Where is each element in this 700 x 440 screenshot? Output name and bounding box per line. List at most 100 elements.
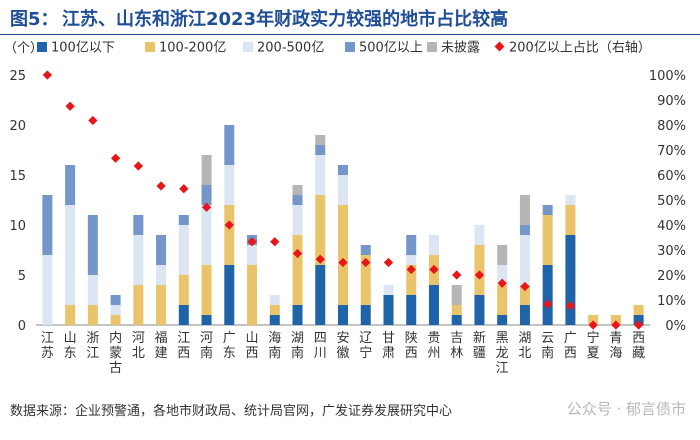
- y2-tick-label: 100%: [649, 69, 686, 84]
- bar-r100_200: [519, 285, 530, 305]
- bar-undisclosed: [519, 195, 530, 225]
- ratio-point: [565, 301, 576, 311]
- x-tick-label: 吉林: [450, 331, 463, 361]
- ratio-point: [497, 278, 507, 288]
- y-unit-label: （个）: [4, 41, 43, 56]
- stacked-bar-chart: 100亿以下 100-200亿 200-500亿 500亿以上 未披露 200亿以上占比（…: [4, 41, 686, 377]
- ratio-point: [133, 161, 144, 171]
- ratio-point: [42, 70, 53, 80]
- y2-tick-label: 90%: [657, 94, 686, 109]
- bar-lt100: [428, 285, 439, 325]
- bar-lt100: [360, 305, 371, 325]
- bar-r100_200: [224, 205, 235, 265]
- x-tick-label: 云南: [541, 331, 554, 361]
- x-tick-label: 辽宁: [359, 331, 372, 361]
- ratio-point: [474, 270, 485, 280]
- bar-gt500: [542, 205, 553, 215]
- x-tick-label: 山东: [64, 331, 77, 361]
- bar-lt100: [497, 315, 508, 325]
- ratio-point: [633, 320, 644, 330]
- x-tick-label: 新疆: [473, 330, 486, 361]
- bar-lt100: [269, 315, 280, 325]
- x-tick-label: 甘肃: [382, 331, 395, 361]
- x-tick-label: 安徽: [336, 331, 349, 361]
- ratio-point: [452, 270, 462, 280]
- x-tick-label: 海南: [268, 331, 281, 361]
- x-tick-label: 江西: [177, 331, 190, 361]
- bar-lt100: [315, 265, 326, 325]
- source-note: 数据来源：企业预警通，各地市财政局、统计局官网，广发证券发展研究中心: [10, 404, 453, 419]
- bar-lt100: [201, 315, 212, 325]
- x-tick-label: 广西: [564, 331, 577, 361]
- bar-r200_500: [42, 255, 53, 325]
- ratio-point: [179, 184, 189, 194]
- x-tick-label: 宁夏: [587, 330, 600, 361]
- bar-r100_200: [315, 195, 326, 265]
- bar-lt100: [178, 305, 189, 325]
- ratio-point: [65, 101, 75, 111]
- bar-r100_200: [360, 255, 371, 305]
- bar-r100_200: [156, 285, 167, 325]
- bar-r200_500: [292, 205, 303, 235]
- legend-swatch-r200_500: [243, 42, 253, 52]
- bar-r100_200: [565, 205, 576, 235]
- y2-tick-label: 60%: [657, 169, 686, 184]
- bar-r100_200: [87, 305, 98, 325]
- y2-tick-label: 40%: [657, 219, 686, 234]
- bar-lt100: [338, 305, 348, 325]
- bar-r100_200: [247, 265, 258, 325]
- bar-lt100: [474, 295, 485, 325]
- legend-label-gt500: 500亿以上: [359, 41, 423, 56]
- bar-lt100: [542, 265, 553, 325]
- bar-lt100: [565, 235, 576, 325]
- bar-lt100: [406, 295, 417, 325]
- x-tick-label: 浙江: [86, 331, 99, 361]
- bar-r200_500: [65, 205, 76, 305]
- legend-swatch-lt100: [37, 42, 47, 52]
- figure-label: 图5：: [10, 9, 59, 30]
- x-tick-label: 河南: [200, 331, 213, 361]
- x-tick-label: 西藏: [632, 331, 645, 361]
- legend-swatch-gt500: [345, 42, 355, 52]
- y-tick-label: 15: [9, 169, 26, 184]
- bar-r100_200: [542, 215, 553, 265]
- bar-r200_500: [201, 205, 212, 265]
- bar-r100_200: [178, 275, 189, 305]
- ratio-point: [361, 257, 371, 268]
- bar-r200_500: [428, 235, 439, 255]
- ratio-point: [406, 264, 416, 275]
- bar-lt100: [224, 265, 235, 325]
- bar-r200_500: [383, 285, 394, 295]
- legend-label-r100_200: 100-200亿: [159, 41, 226, 56]
- bar-r100_200: [406, 265, 417, 295]
- bar-gt500: [110, 295, 121, 305]
- y2-tick-label: 30%: [657, 244, 686, 259]
- y2-tick-label: 20%: [657, 269, 686, 284]
- bar-gt500: [519, 225, 530, 235]
- y-tick-label: 20: [9, 119, 26, 134]
- bar-r200_500: [565, 195, 576, 205]
- x-tick-label: 贵州: [427, 331, 440, 361]
- x-tick-label: 河北: [132, 331, 145, 361]
- bar-r200_500: [133, 235, 144, 285]
- bar-r100_200: [292, 235, 303, 305]
- y-tick-label: 5: [18, 269, 26, 284]
- ratio-point: [588, 320, 598, 330]
- y-tick-label: 0: [18, 319, 26, 334]
- bar-undisclosed: [292, 185, 303, 195]
- ratio-point: [270, 237, 280, 247]
- bar-r100_200: [133, 285, 144, 325]
- bar-r100_200: [269, 305, 280, 315]
- y2-tick-label: 70%: [657, 144, 686, 159]
- bar-undisclosed: [497, 245, 508, 265]
- bar-r200_500: [315, 155, 326, 195]
- y2-tick-label: 10%: [657, 294, 686, 309]
- bar-r200_500: [497, 265, 508, 285]
- ratio-point: [429, 264, 439, 275]
- bar-r200_500: [474, 225, 485, 245]
- ratio-point: [201, 202, 212, 212]
- bar-r100_200: [338, 205, 348, 305]
- y2-tick-label: 50%: [657, 194, 686, 209]
- bar-r200_500: [156, 265, 167, 285]
- bar-gt500: [292, 195, 303, 205]
